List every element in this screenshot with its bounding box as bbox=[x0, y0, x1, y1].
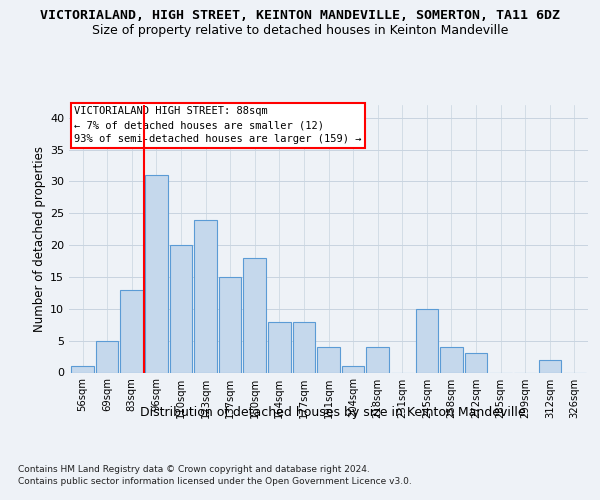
Text: Contains public sector information licensed under the Open Government Licence v3: Contains public sector information licen… bbox=[18, 476, 412, 486]
Bar bbox=[219, 277, 241, 372]
Bar bbox=[71, 366, 94, 372]
Bar bbox=[342, 366, 364, 372]
Bar bbox=[440, 347, 463, 372]
Text: Contains HM Land Registry data © Crown copyright and database right 2024.: Contains HM Land Registry data © Crown c… bbox=[18, 464, 370, 473]
Bar bbox=[367, 347, 389, 372]
Y-axis label: Number of detached properties: Number of detached properties bbox=[33, 146, 46, 332]
Bar bbox=[170, 245, 192, 372]
Text: VICTORIALAND HIGH STREET: 88sqm
← 7% of detached houses are smaller (12)
93% of : VICTORIALAND HIGH STREET: 88sqm ← 7% of … bbox=[74, 106, 362, 144]
Bar bbox=[268, 322, 290, 372]
Bar bbox=[317, 347, 340, 372]
Bar bbox=[293, 322, 315, 372]
Text: Distribution of detached houses by size in Keinton Mandeville: Distribution of detached houses by size … bbox=[140, 406, 526, 419]
Text: Size of property relative to detached houses in Keinton Mandeville: Size of property relative to detached ho… bbox=[92, 24, 508, 37]
Bar bbox=[194, 220, 217, 372]
Bar bbox=[465, 354, 487, 372]
Bar bbox=[416, 309, 438, 372]
Bar bbox=[121, 290, 143, 372]
Bar bbox=[145, 175, 167, 372]
Bar bbox=[96, 340, 118, 372]
Text: VICTORIALAND, HIGH STREET, KEINTON MANDEVILLE, SOMERTON, TA11 6DZ: VICTORIALAND, HIGH STREET, KEINTON MANDE… bbox=[40, 9, 560, 22]
Bar bbox=[244, 258, 266, 372]
Bar bbox=[539, 360, 561, 372]
